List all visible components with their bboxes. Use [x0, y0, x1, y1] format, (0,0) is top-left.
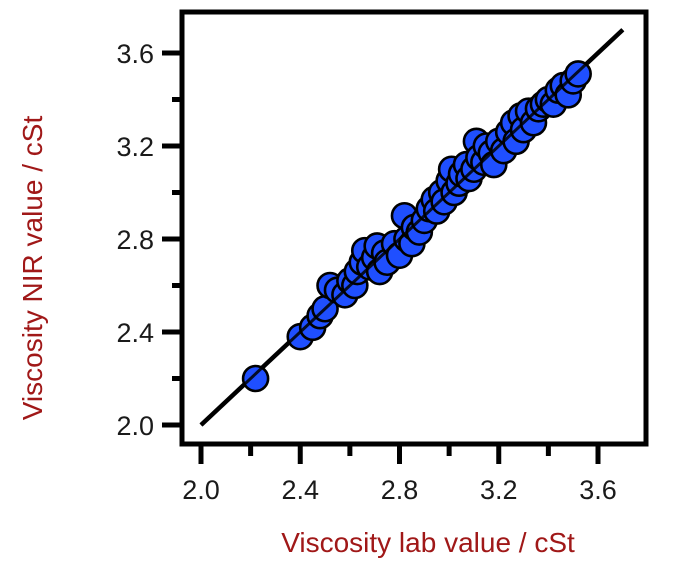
- x-axis-title: Viscosity lab value / cSt: [281, 527, 575, 558]
- y-tick-label: 2.4: [116, 318, 154, 348]
- y-tick-label: 2.8: [116, 225, 154, 255]
- y-axis-title: Viscosity NIR value / cSt: [17, 116, 48, 421]
- x-tick-label: 2.8: [381, 475, 419, 505]
- x-tick-label: 2.0: [182, 475, 220, 505]
- x-tick-label: 3.6: [579, 475, 617, 505]
- x-axis-ticks: 2.0 2.4 2.8 3.2 3.6: [182, 444, 617, 505]
- data-point: [241, 364, 270, 393]
- y-tick-label: 3.6: [116, 39, 154, 69]
- data-points: [199, 28, 624, 427]
- y-axis-ticks: 2.0 2.4 2.8 3.2 3.6: [116, 39, 182, 441]
- plot-frame: [179, 9, 649, 447]
- x-tick-label: 3.2: [480, 475, 518, 505]
- one-to-one-line-overlay: [199, 28, 624, 427]
- y-tick-label: 3.2: [116, 132, 154, 162]
- y-tick-label: 2.0: [116, 411, 154, 441]
- x-tick-label: 2.4: [281, 475, 319, 505]
